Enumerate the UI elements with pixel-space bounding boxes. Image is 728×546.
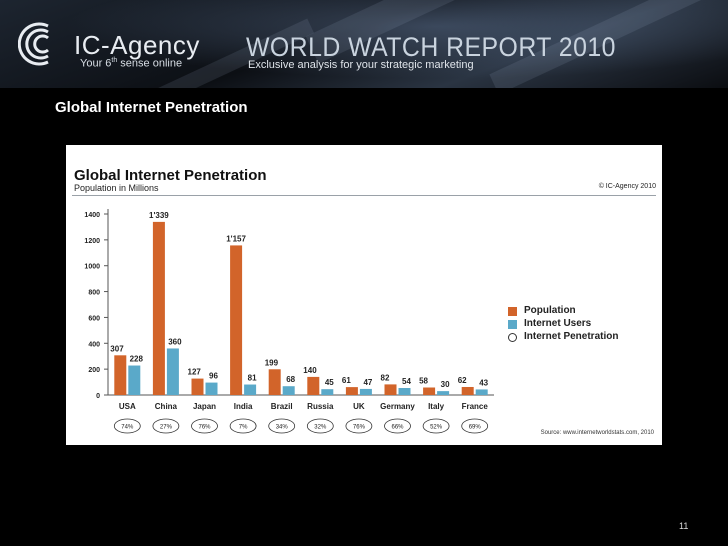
penetration-circle <box>152 418 180 434</box>
chart-title: Global Internet Penetration <box>74 167 267 184</box>
bar-population <box>114 355 127 395</box>
data-label-population: 199 <box>265 358 279 367</box>
category-label: France <box>462 402 489 411</box>
bar-internet-users <box>437 391 450 395</box>
category-label: India <box>234 402 253 411</box>
penetration-label: 34% <box>276 425 289 431</box>
category-label: Russia <box>307 402 334 411</box>
data-label-population: 58 <box>419 377 428 386</box>
penetration-circle <box>345 418 373 434</box>
bar-internet-users <box>321 389 334 395</box>
y-tick-label: 1200 <box>84 238 100 245</box>
penetration-circle <box>384 418 411 434</box>
penetration-label: 32% <box>314 425 327 431</box>
y-tick-label: 1400 <box>84 212 100 219</box>
y-tick-label: 1000 <box>84 264 100 271</box>
bar-population <box>268 369 281 395</box>
bar-internet-users <box>244 384 257 395</box>
category-label: Germany <box>380 402 415 411</box>
y-tick-label: 400 <box>88 341 100 348</box>
penetration-circle <box>113 418 141 434</box>
data-label-internet-users: 228 <box>130 355 144 364</box>
legend-label-population: Population <box>524 305 576 316</box>
penetration-circle <box>422 418 450 434</box>
legend-swatch-internet-users <box>508 320 517 329</box>
bar-internet-users <box>166 348 179 395</box>
penetration-label: 66% <box>391 425 404 431</box>
data-label-internet-users: 45 <box>325 378 334 387</box>
penetration-label: 76% <box>198 425 211 431</box>
data-label-population: 140 <box>303 366 317 375</box>
data-label-internet-users: 30 <box>441 380 450 389</box>
penetration-label: 74% <box>121 425 134 431</box>
bar-internet-users <box>128 365 141 395</box>
category-label: Italy <box>428 402 445 411</box>
data-label-population: 82 <box>381 373 390 382</box>
data-label-internet-users: 47 <box>363 378 372 387</box>
penetration-circle <box>461 418 489 434</box>
bar-internet-users <box>475 389 488 395</box>
report-title: WORLD WATCH REPORT 2010 <box>246 32 616 62</box>
data-label-internet-users: 54 <box>402 377 411 386</box>
bar-internet-users <box>398 388 411 395</box>
penetration-label: 69% <box>469 425 482 431</box>
penetration-circle <box>306 418 334 434</box>
data-label-population: 62 <box>458 376 467 385</box>
penetration-label: 76% <box>353 425 366 431</box>
legend-label-internet-users: Internet Users <box>524 318 592 329</box>
chart-copyright: © IC-Agency 2010 <box>598 183 656 190</box>
bar-population <box>345 387 358 395</box>
legend-swatch-population <box>508 307 517 316</box>
report-subtitle: Exclusive analysis for your strategic ma… <box>248 59 474 71</box>
header-banner <box>0 0 728 88</box>
category-label: UK <box>353 402 365 411</box>
category-label: Brazil <box>271 402 293 411</box>
category-label: Japan <box>193 402 216 411</box>
brand-name: IC-Agency <box>74 30 200 60</box>
legend-label-internet-penetration: Internet Penetration <box>524 331 619 342</box>
bar-internet-users <box>205 382 218 395</box>
penetration-label: 7% <box>239 425 248 431</box>
category-label: China <box>155 402 178 411</box>
y-tick-label: 800 <box>88 290 100 297</box>
chart-source: Source: www.internetworldstats.com, 2010 <box>540 430 654 436</box>
bar-population <box>191 378 204 395</box>
page-title: Global Internet Penetration <box>55 99 248 116</box>
bar-internet-users <box>282 386 295 395</box>
data-label-population: 1'157 <box>226 234 246 243</box>
y-tick-label: 200 <box>88 367 100 374</box>
bar-chart: 0 200 400 600 800 1000 1200 1400 307 228 USA 74% 1'3… <box>84 209 494 434</box>
penetration-circle <box>268 418 296 434</box>
y-tick-label: 600 <box>88 315 100 322</box>
data-label-population: 1'339 <box>149 211 169 220</box>
penetration-label: 52% <box>430 425 443 431</box>
ic-agency-logo-icon <box>18 22 49 66</box>
data-label-internet-users: 96 <box>209 372 218 381</box>
brand-tagline: Your 6th sense online <box>80 57 183 70</box>
penetration-circle <box>191 418 218 434</box>
data-label-internet-users: 43 <box>479 378 488 387</box>
bar-internet-users <box>359 388 372 395</box>
y-tick-label: 0 <box>96 393 100 400</box>
bar-population <box>230 245 243 395</box>
data-label-population: 307 <box>110 344 124 353</box>
bar-population <box>152 221 165 395</box>
chart-subtitle: Population in Millions <box>74 183 159 193</box>
data-label-population: 127 <box>188 368 202 377</box>
data-label-population: 61 <box>342 376 351 385</box>
penetration-label: 27% <box>160 425 173 431</box>
page-number: 11 <box>679 521 689 531</box>
data-label-internet-users: 360 <box>168 337 182 346</box>
legend-circle-icon <box>508 333 517 342</box>
bar-population <box>461 386 474 395</box>
penetration-circle <box>229 418 257 434</box>
category-label: USA <box>119 402 136 411</box>
title-divider <box>72 195 656 196</box>
data-label-internet-users: 68 <box>286 375 295 384</box>
bar-population <box>423 387 436 395</box>
bar-population <box>307 376 320 395</box>
data-label-internet-users: 81 <box>248 374 257 383</box>
bar-population <box>384 384 397 395</box>
chart-panel: Global Internet Penetration Population i… <box>66 145 662 445</box>
